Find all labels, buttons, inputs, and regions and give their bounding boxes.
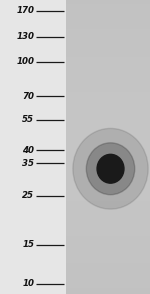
Text: 35: 35: [22, 158, 34, 168]
Text: 15: 15: [22, 240, 34, 249]
Text: 100: 100: [16, 57, 34, 66]
Ellipse shape: [73, 128, 148, 209]
Text: 10: 10: [22, 279, 34, 288]
Bar: [0, 0, 66, 294]
Text: 40: 40: [22, 146, 34, 155]
Text: 25: 25: [22, 191, 34, 200]
Text: 170: 170: [16, 6, 34, 15]
Text: 55: 55: [22, 115, 34, 124]
Text: 130: 130: [16, 32, 34, 41]
Text: 70: 70: [22, 92, 34, 101]
Ellipse shape: [97, 154, 124, 183]
Ellipse shape: [86, 143, 135, 195]
